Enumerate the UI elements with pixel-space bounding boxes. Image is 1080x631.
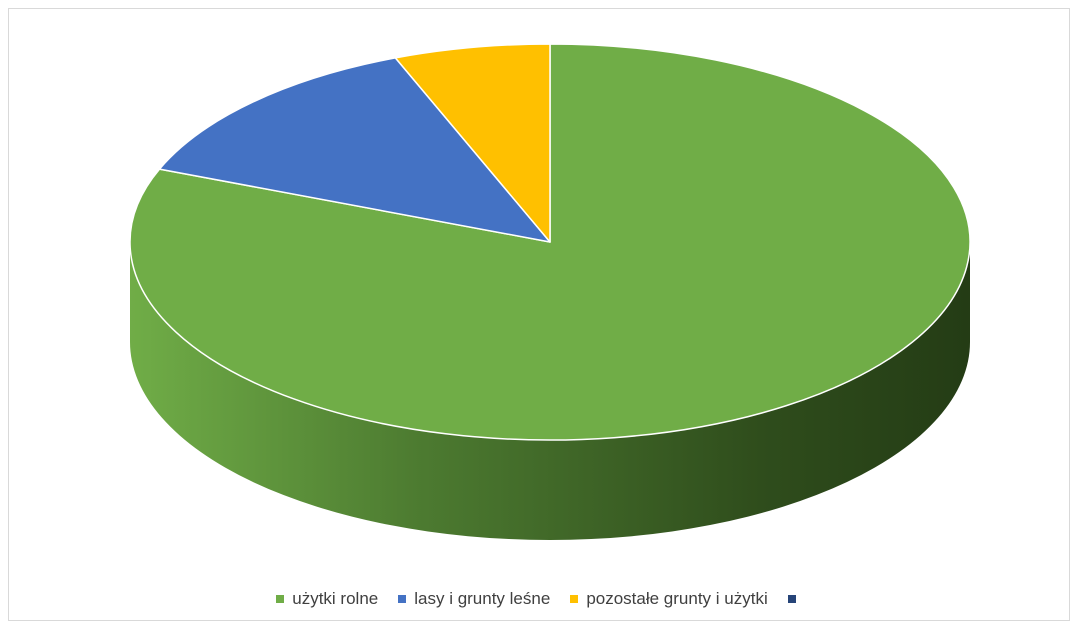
legend-swatch xyxy=(276,595,285,603)
legend-item-uzytki-rolne: użytki rolne xyxy=(276,589,378,609)
legend: użytki rolne lasy i grunty leśne pozostałe… xyxy=(0,589,1080,609)
legend-swatch xyxy=(570,595,579,603)
pie-side-wall xyxy=(130,242,970,540)
pie-slice-pozostale-grunty-i-uzytki xyxy=(394,43,551,243)
legend-item-unnamed xyxy=(787,595,804,603)
pie-sides xyxy=(130,242,970,540)
pie-slice-lasy-i-grunty-lesne xyxy=(158,57,551,243)
legend-item-lasy-i-grunty-lesne: lasy i grunty leśne xyxy=(398,589,550,609)
legend-swatch xyxy=(787,595,796,603)
legend-label: lasy i grunty leśne xyxy=(414,589,551,608)
pie-top xyxy=(129,43,971,441)
legend-swatch xyxy=(398,595,407,603)
legend-item-pozostale-grunty-i-uzytki: pozostałe grunty i użytki xyxy=(570,589,768,609)
legend-label: użytki rolne xyxy=(292,589,379,608)
legend-label: pozostałe grunty i użytki xyxy=(586,589,768,608)
